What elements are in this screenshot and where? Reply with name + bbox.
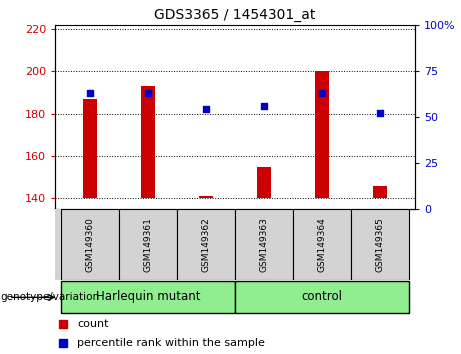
Text: percentile rank within the sample: percentile rank within the sample <box>77 338 265 348</box>
Bar <box>61 281 235 313</box>
Text: GSM149364: GSM149364 <box>318 217 326 272</box>
Point <box>59 341 66 346</box>
Bar <box>315 71 329 198</box>
Point <box>144 90 152 96</box>
Bar <box>257 166 272 198</box>
Bar <box>61 209 119 280</box>
Bar <box>119 209 177 280</box>
Text: GSM149363: GSM149363 <box>260 217 269 272</box>
Bar <box>177 209 235 280</box>
Point <box>86 90 94 96</box>
Bar <box>55 209 61 280</box>
Text: GSM149362: GSM149362 <box>201 217 211 272</box>
Text: GSM149361: GSM149361 <box>144 217 153 272</box>
Text: GSM149365: GSM149365 <box>376 217 384 272</box>
Bar <box>141 86 155 198</box>
Text: genotype/variation: genotype/variation <box>0 292 99 302</box>
Point <box>319 90 326 96</box>
Bar <box>235 281 409 313</box>
Point <box>260 103 268 109</box>
Point <box>377 110 384 116</box>
Bar <box>373 185 387 198</box>
Text: count: count <box>77 319 108 329</box>
Text: Harlequin mutant: Harlequin mutant <box>96 290 201 303</box>
Bar <box>235 209 293 280</box>
Point <box>59 321 66 327</box>
Bar <box>83 99 97 198</box>
Bar <box>293 209 351 280</box>
Point <box>202 107 210 112</box>
Title: GDS3365 / 1454301_at: GDS3365 / 1454301_at <box>154 8 316 22</box>
Bar <box>351 209 409 280</box>
Bar <box>199 196 213 198</box>
Text: control: control <box>301 290 343 303</box>
Text: GSM149360: GSM149360 <box>86 217 95 272</box>
